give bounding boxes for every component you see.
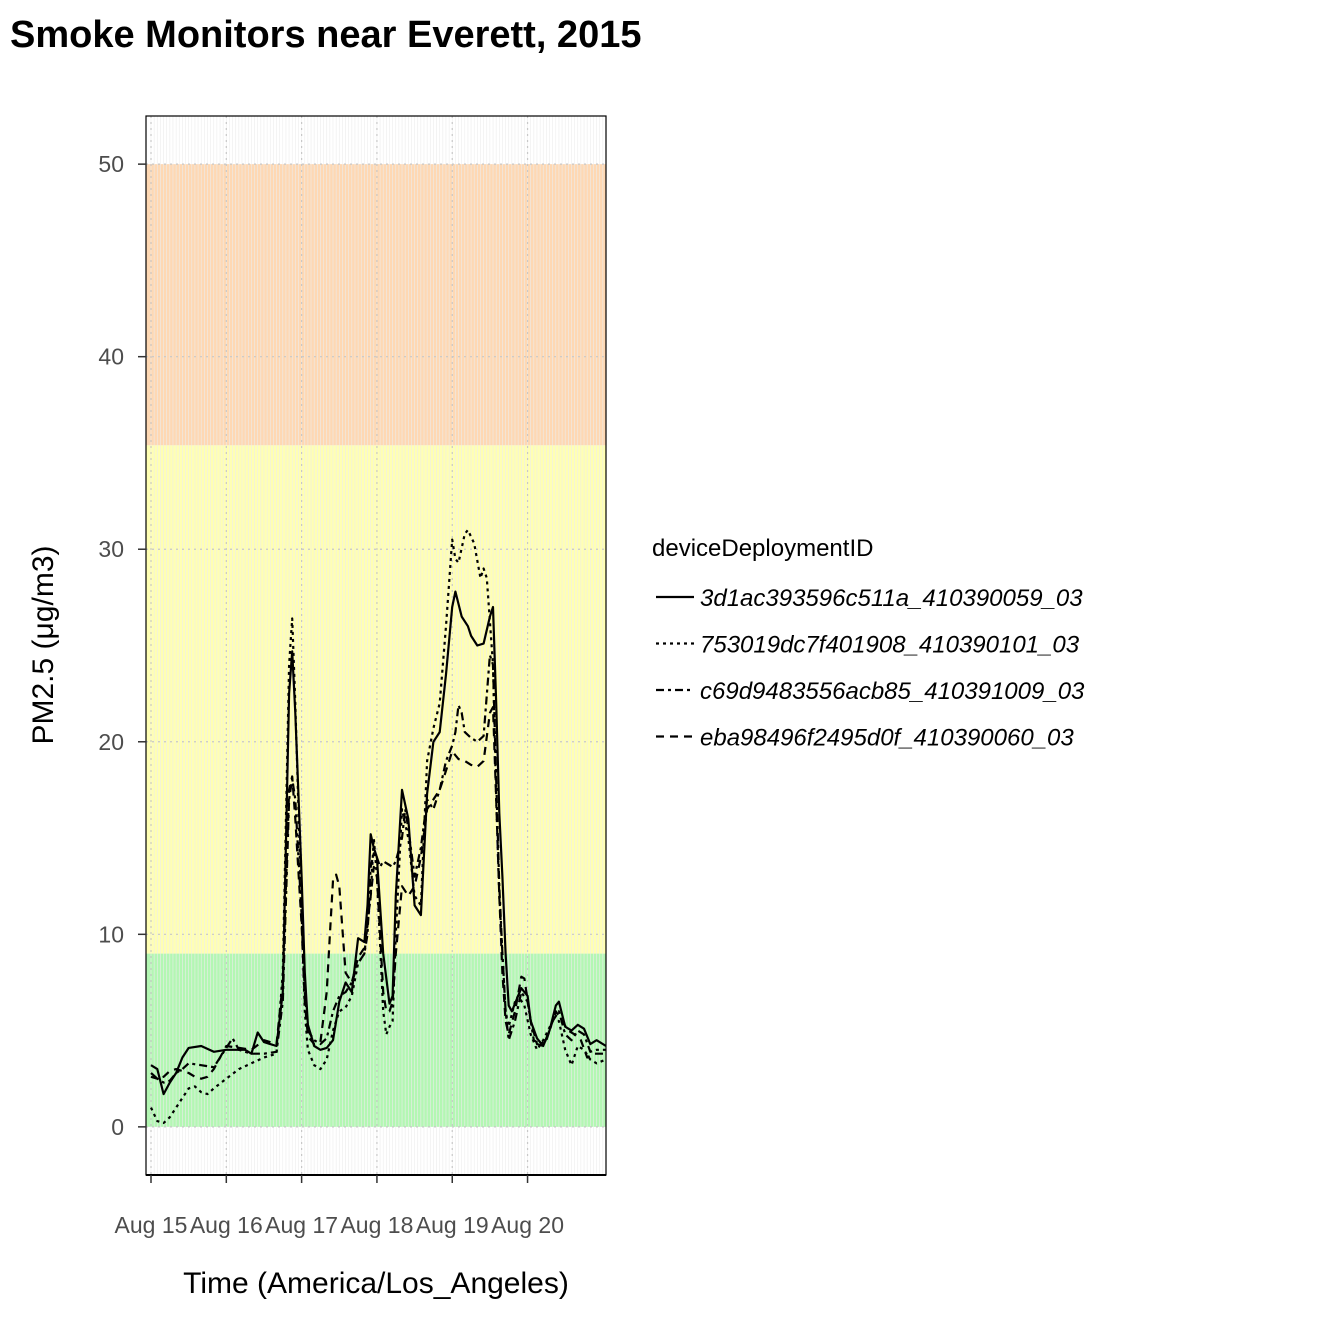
grid-lines [146,116,607,1175]
series-lines [150,528,607,1125]
y-axis-title: PM2.5 (μg/m3) [27,546,60,745]
y-tick-label-10: 10 [98,921,124,947]
y-tick-label-30: 30 [98,536,124,562]
x-tick-label-0: Aug 15 [115,1212,188,1238]
legend: deviceDeploymentID 3d1ac393596c511a_4103… [652,535,1085,752]
aqi-band-2 [146,164,606,446]
y-tick-label-20: 20 [98,729,124,755]
y-tick-label-40: 40 [98,344,124,370]
x-tick-label-5: Aug 20 [491,1212,564,1238]
series-line-3 [150,706,606,1080]
legend-label-2: c69d9483556acb85_410391009_03 [700,678,1085,705]
legend-label-3: eba98496f2495d0f_410390060_03 [700,725,1074,752]
legend-title: deviceDeploymentID [652,535,873,562]
series-line-0 [150,590,607,1096]
series-line-2 [150,654,606,1084]
x-tick-label-3: Aug 18 [340,1212,413,1238]
aqi-band-0 [146,953,606,1127]
x-tick-label-1: Aug 16 [190,1212,263,1238]
x-axis-title: Time (America/Los_Angeles) [183,1267,569,1300]
axes: 0 10 20 30 40 50 Aug 15 Aug 16 Aug 17 Aug 18 Aug 1… [98,115,607,1238]
x-tick-label-4: Aug 19 [416,1212,489,1238]
legend-label-1: 753019dc7f401908_410390101_03 [700,632,1080,659]
aqi-bands [146,164,606,1127]
chart-title: Smoke Monitors near Everett, 2015 [10,14,642,56]
y-tick-label-50: 50 [98,151,124,177]
x-tick-label-2: Aug 17 [265,1212,338,1238]
y-tick-label-0: 0 [111,1114,124,1140]
legend-label-0: 3d1ac393596c511a_410390059_03 [700,585,1083,612]
